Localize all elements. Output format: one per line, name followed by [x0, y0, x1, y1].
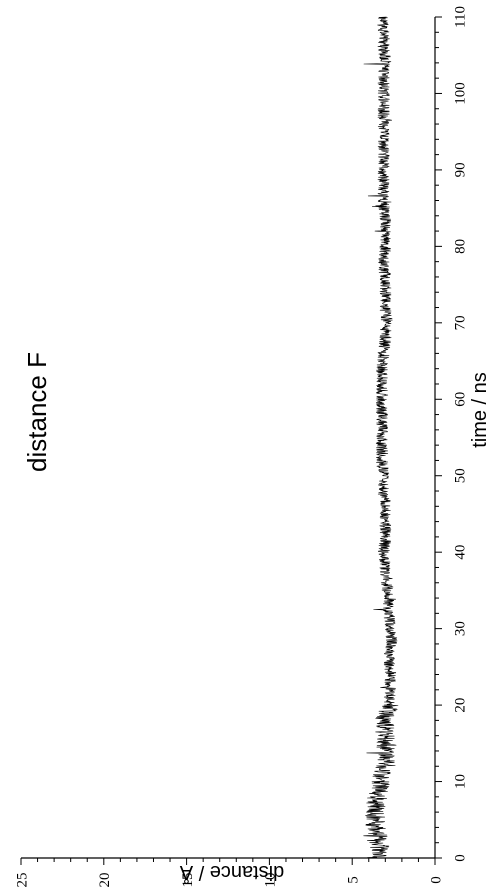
- y-axis-label: distance / Å: [179, 861, 284, 884]
- distance-tick-label: 10: [263, 873, 279, 888]
- series-layer: [363, 16, 399, 859]
- time-tick-label: 100: [452, 82, 468, 105]
- chart-title: distance F: [22, 352, 52, 472]
- time-tick-label: 20: [452, 698, 468, 713]
- time-tick-label: 70: [452, 315, 468, 330]
- x-axis-label: time / ns: [469, 372, 491, 448]
- distance-tick-label: 0: [428, 876, 444, 884]
- time-tick-label: 50: [452, 468, 468, 483]
- distance-tick-label: 5: [345, 876, 361, 884]
- time-tick-label: 60: [452, 392, 468, 407]
- distance-series-line: [363, 16, 399, 859]
- time-tick-label: 10: [452, 774, 468, 789]
- distance-tick-label: 25: [14, 873, 30, 888]
- time-tick-label: 110: [452, 6, 468, 28]
- time-tick-label: 30: [452, 621, 468, 636]
- time-tick-label: 0: [452, 854, 468, 862]
- distance-tick-label: 20: [97, 873, 113, 888]
- time-tick-label: 80: [452, 239, 468, 254]
- time-tick-label: 40: [452, 545, 468, 560]
- axes: 0 10 20 30 40 50 60 70 80 90 100 110 0 5 10 15 20 25: [14, 6, 468, 887]
- time-tick-label: 90: [452, 162, 468, 177]
- distance-tick-label: 15: [180, 873, 196, 888]
